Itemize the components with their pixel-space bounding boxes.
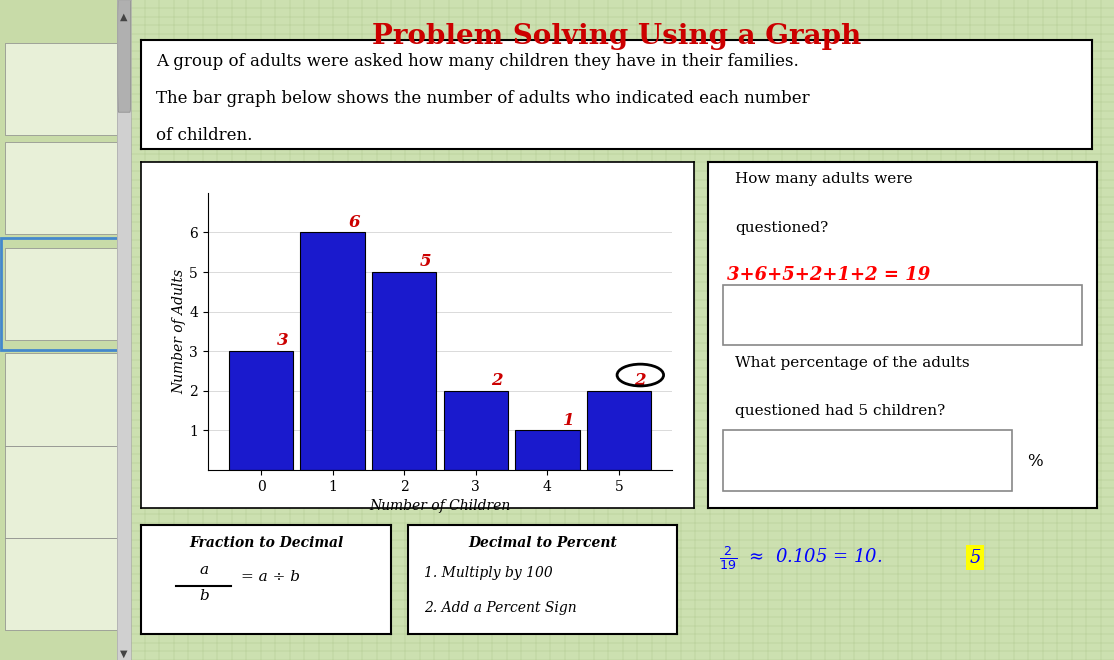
FancyBboxPatch shape <box>723 430 1012 491</box>
Text: 1: 1 <box>563 411 575 428</box>
Bar <box>587 391 651 470</box>
Text: 3: 3 <box>276 332 289 349</box>
Text: a: a <box>199 563 208 577</box>
Bar <box>301 232 365 470</box>
Text: %: % <box>1027 453 1043 470</box>
Text: 2: 2 <box>635 372 646 389</box>
Text: questioned?: questioned? <box>735 220 828 234</box>
Text: Fraction to Decimal: Fraction to Decimal <box>189 536 343 550</box>
FancyBboxPatch shape <box>6 353 119 446</box>
Bar <box>228 351 293 470</box>
Y-axis label: Number of Adults: Number of Adults <box>173 269 186 394</box>
Text: What percentage of the adults: What percentage of the adults <box>735 356 969 370</box>
Text: 5: 5 <box>969 548 981 567</box>
Bar <box>515 430 579 470</box>
Text: of children.: of children. <box>156 127 252 144</box>
Text: How many adults were: How many adults were <box>735 172 912 186</box>
Text: 5: 5 <box>420 253 431 270</box>
Bar <box>372 272 437 470</box>
FancyBboxPatch shape <box>6 248 119 340</box>
FancyBboxPatch shape <box>6 538 119 630</box>
FancyBboxPatch shape <box>118 0 130 112</box>
Text: 2. Add a Percent Sign: 2. Add a Percent Sign <box>424 601 577 615</box>
FancyBboxPatch shape <box>723 284 1082 345</box>
Text: 3+6+5+2+1+2 = 19: 3+6+5+2+1+2 = 19 <box>727 265 930 284</box>
Text: 1. Multiply by 100: 1. Multiply by 100 <box>424 566 553 580</box>
Text: 2: 2 <box>491 372 504 389</box>
FancyBboxPatch shape <box>6 142 119 234</box>
Text: 6: 6 <box>349 213 360 230</box>
FancyBboxPatch shape <box>6 43 119 135</box>
Bar <box>443 391 508 470</box>
Text: A group of adults were asked how many children they have in their families.: A group of adults were asked how many ch… <box>156 53 799 70</box>
Text: ▼: ▼ <box>120 648 128 659</box>
Text: $\frac{2}{19}$  ≈  0.105 = 10.: $\frac{2}{19}$ ≈ 0.105 = 10. <box>719 544 882 572</box>
Text: ▲: ▲ <box>120 11 128 22</box>
Text: Problem Solving Using a Graph: Problem Solving Using a Graph <box>372 23 861 50</box>
Text: Decimal to Percent: Decimal to Percent <box>468 536 617 550</box>
Text: The bar graph below shows the number of adults who indicated each number: The bar graph below shows the number of … <box>156 90 810 107</box>
Text: b: b <box>199 589 208 603</box>
FancyBboxPatch shape <box>6 446 119 538</box>
Text: 19: 19 <box>889 305 916 323</box>
Text: = a ÷ b: = a ÷ b <box>242 570 301 585</box>
X-axis label: Number of Children: Number of Children <box>370 500 510 513</box>
Text: questioned had 5 children?: questioned had 5 children? <box>735 404 945 418</box>
